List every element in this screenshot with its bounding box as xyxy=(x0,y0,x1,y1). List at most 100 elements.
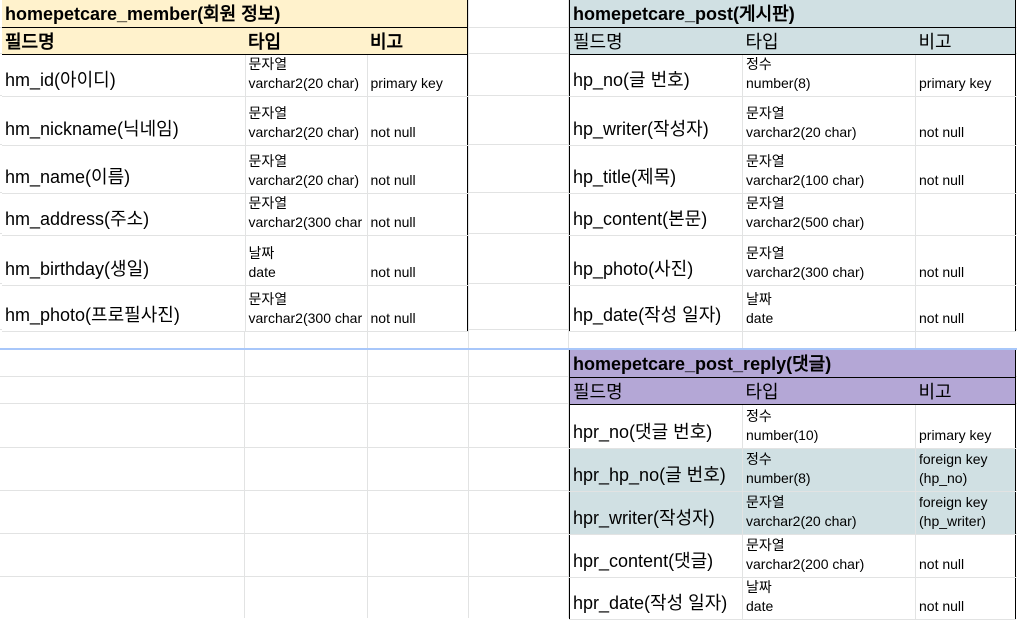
type-cell[interactable]: 문자열 varchar2(20 char) xyxy=(742,491,916,535)
grid-row-line xyxy=(0,329,1017,330)
header-type[interactable]: 타입 xyxy=(742,377,916,405)
note-cell[interactable]: not null xyxy=(915,235,1016,286)
member-table: homepetcare_member(회원 정보) 필드명 타입 비고 hm_i… xyxy=(2,0,468,332)
reply-table-title[interactable]: homepetcare_post_reply(댓글) xyxy=(569,350,1016,378)
reply-row-foreign-key: hpr_hp_no(글 번호) 정수 number(8) foreign key (… xyxy=(569,448,1016,492)
member-row: hm_name(이름) 문자열 varchar2(20 char) not nul… xyxy=(2,145,467,194)
type-cell[interactable]: 문자열 varchar2(300 char xyxy=(245,285,368,332)
field-name-cell[interactable]: hp_writer(작성자) xyxy=(569,96,743,146)
header-field-name[interactable]: 필드명 xyxy=(569,27,743,55)
type-cell[interactable]: 문자열 varchar2(20 char) xyxy=(245,54,368,97)
type-cell[interactable]: 문자열 varchar2(20 char) xyxy=(245,145,368,194)
member-row: hm_id(아이디) 문자열 varchar2(20 char) primary … xyxy=(2,54,467,97)
note-cell[interactable]: foreign key (hp_writer) xyxy=(915,491,1016,535)
note-line-2: (hp_writer) xyxy=(919,512,986,529)
header-note[interactable]: 비고 xyxy=(367,27,467,55)
type-cell[interactable]: 정수 number(8) xyxy=(742,448,916,492)
type-cell[interactable]: 날짜 date xyxy=(245,235,368,286)
type-cell[interactable]: 문자열 varchar2(200 char) xyxy=(742,534,916,578)
field-name-cell[interactable]: hp_no(글 번호) xyxy=(569,54,743,97)
type-cell[interactable]: 문자열 varchar2(300 char xyxy=(245,193,368,236)
type-value: number(10) xyxy=(746,426,819,443)
member-row: hm_address(주소) 문자열 varchar2(300 char not … xyxy=(2,193,467,236)
note-cell[interactable]: not null xyxy=(367,96,467,146)
header-note[interactable]: 비고 xyxy=(915,377,1016,405)
type-label: 문자열 xyxy=(248,290,288,307)
field-name-cell[interactable]: hm_id(아이디) xyxy=(2,54,246,97)
type-cell[interactable]: 문자열 varchar2(100 char) xyxy=(742,145,916,194)
type-label: 정수 xyxy=(746,55,772,72)
post-table-title[interactable]: homepetcare_post(게시판) xyxy=(569,0,1016,28)
type-label: 날짜 xyxy=(746,290,772,307)
member-row: hm_birthday(생일) 날짜 date not null xyxy=(2,235,467,286)
note-cell[interactable]: not null xyxy=(915,285,1016,332)
header-type[interactable]: 타입 xyxy=(742,27,916,55)
note-cell[interactable]: primary key xyxy=(915,54,1016,97)
grid-row-line xyxy=(0,95,1017,96)
type-value: varchar2(300 char xyxy=(248,213,363,230)
post-row: hp_photo(사진) 문자열 varchar2(300 char) not n… xyxy=(569,235,1016,286)
type-value: varchar2(20 char) xyxy=(746,512,857,529)
header-field-name[interactable]: 필드명 xyxy=(569,377,743,405)
field-name-cell[interactable]: hp_title(제목) xyxy=(569,145,743,194)
post-row: hp_date(작성 일자) 날짜 date not null xyxy=(569,285,1016,332)
note-cell[interactable]: primary key xyxy=(367,54,467,97)
field-name-cell[interactable]: hpr_no(댓글 번호) xyxy=(569,404,743,449)
reply-row: hpr_content(댓글) 문자열 varchar2(200 char) no… xyxy=(569,534,1016,578)
type-label: 문자열 xyxy=(746,194,785,211)
type-value: varchar2(300 char xyxy=(248,309,363,326)
note-line-2: primary key xyxy=(919,74,992,91)
note-cell[interactable]: not null xyxy=(367,145,467,194)
type-cell[interactable]: 날짜 date xyxy=(742,285,916,332)
type-cell[interactable]: 문자열 varchar2(20 char) xyxy=(742,96,916,146)
field-name-cell[interactable]: hp_content(본문) xyxy=(569,193,743,236)
note-cell[interactable]: not null xyxy=(367,285,467,332)
grid-column-line xyxy=(568,0,569,618)
note-cell[interactable]: not null xyxy=(367,193,467,236)
grid-row-line xyxy=(0,192,1017,193)
type-cell[interactable]: 문자열 varchar2(500 char) xyxy=(742,193,916,236)
note-cell[interactable]: not null xyxy=(915,534,1016,578)
note-cell[interactable]: not null xyxy=(915,145,1016,194)
field-name-cell[interactable]: hm_birthday(생일) xyxy=(2,235,246,286)
field-name-cell[interactable]: hpr_writer(작성자) xyxy=(569,491,743,535)
note-line-2: not null xyxy=(370,263,416,280)
field-name-cell[interactable]: hm_name(이름) xyxy=(2,145,246,194)
type-label: 정수 xyxy=(746,407,772,424)
header-field-name[interactable]: 필드명 xyxy=(2,27,245,55)
field-name-cell[interactable]: hpr_hp_no(글 번호) xyxy=(569,448,743,492)
grid-row-line xyxy=(0,233,1017,234)
header-note[interactable]: 비고 xyxy=(915,27,1016,55)
type-cell[interactable]: 날짜 date xyxy=(742,577,916,620)
post-row: hp_writer(작성자) 문자열 varchar2(20 char) not … xyxy=(569,96,1016,146)
type-label: 문자열 xyxy=(746,244,785,261)
note-cell[interactable] xyxy=(915,193,1016,236)
post-row: hp_title(제목) 문자열 varchar2(100 char) not n… xyxy=(569,145,1016,194)
type-cell[interactable]: 문자열 varchar2(300 char) xyxy=(742,235,916,286)
note-cell[interactable]: not null xyxy=(367,235,467,286)
note-cell[interactable]: not null xyxy=(915,96,1016,146)
field-name-cell[interactable]: hm_photo(프로필사진) xyxy=(2,285,246,332)
type-cell[interactable]: 정수 number(8) xyxy=(742,54,916,97)
reply-table: homepetcare_post_reply(댓글) 필드명 타입 비고 hpr… xyxy=(569,350,1016,620)
type-cell[interactable]: 문자열 varchar2(20 char) xyxy=(245,96,368,146)
note-cell[interactable]: foreign key (hp_no) xyxy=(915,448,1016,492)
type-label: 문자열 xyxy=(746,152,785,169)
type-value: varchar2(500 char) xyxy=(746,213,865,230)
reply-row: hpr_date(작성 일자) 날짜 date not null xyxy=(569,577,1016,620)
note-line-2: not null xyxy=(919,555,965,572)
field-name-cell[interactable]: hm_nickname(닉네임) xyxy=(2,96,246,146)
type-cell[interactable]: 정수 number(10) xyxy=(742,404,916,449)
field-name-cell[interactable]: hpr_date(작성 일자) xyxy=(569,577,743,620)
field-name-cell[interactable]: hp_date(작성 일자) xyxy=(569,285,743,332)
header-type[interactable]: 타입 xyxy=(245,27,367,55)
field-name-cell[interactable]: hpr_content(댓글) xyxy=(569,534,743,578)
note-cell[interactable]: not null xyxy=(915,577,1016,620)
member-table-title[interactable]: homepetcare_member(회원 정보) xyxy=(2,0,467,28)
field-name-cell[interactable]: hm_address(주소) xyxy=(2,193,246,236)
type-label: 문자열 xyxy=(248,152,288,169)
note-cell[interactable]: primary key xyxy=(915,404,1016,449)
post-title-row: homepetcare_post(게시판) xyxy=(569,0,1016,28)
field-name-cell[interactable]: hp_photo(사진) xyxy=(569,235,743,286)
type-label: 날짜 xyxy=(746,578,772,595)
